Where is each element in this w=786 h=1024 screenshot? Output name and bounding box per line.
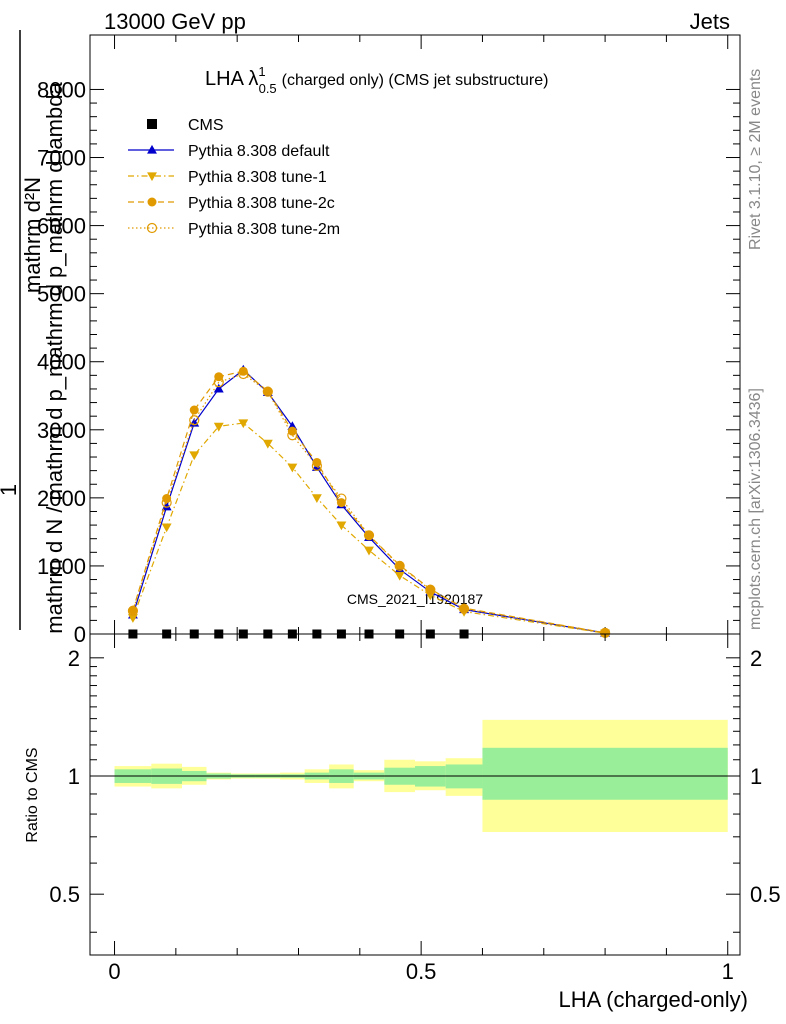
ratio-y-tick-label-right: 0.5 [750, 882, 781, 907]
x-tick-label: 0 [108, 959, 120, 984]
series-pythia-8-308-tune-2m-point [363, 530, 375, 541]
ylabel-denominator: mathrm d N / mathrm d p_mathrm d p_mathr… [42, 82, 67, 634]
main-title-name: LHA λ [205, 68, 258, 90]
series-pythia-8-308-tune-2c-line [132, 370, 606, 634]
series-pythia-8-308-tune-1-point [189, 451, 200, 461]
header-category: Jets [690, 9, 730, 34]
series-pythia-8-308-tune-1-point [336, 521, 347, 531]
series-pythia-8-308-tune-1-point [213, 422, 224, 432]
series-pythia-8-308-tune-2c-point [214, 372, 224, 382]
series-pythia-8-308-tune-1-point [311, 494, 322, 504]
main-y-tick-label: 0 [74, 622, 86, 647]
stat-uncertainty-band [482, 747, 728, 800]
ratio-plot-frame [89, 633, 741, 956]
legend-pythia-8-308-default-marker [147, 144, 157, 154]
header-process: 13000 GeV pp [104, 9, 246, 34]
series-pythia-8-308-tune-2m-point [287, 430, 298, 441]
series-pythia-8-308-tune-2m-point [161, 497, 172, 508]
x-tick-label: 0.5 [406, 959, 437, 984]
x-tick-label: 1 [722, 959, 734, 984]
main-y-tick-label: 8000 [37, 77, 86, 102]
series-pythia-8-308-tune-2m-point [394, 560, 405, 572]
series-pythia-8-308-tune-1-point [287, 463, 298, 473]
mcplots-note: mcplots.cern.ch [arXiv:1306.3436] [747, 388, 764, 630]
main-y-tick-label: 1000 [37, 554, 86, 579]
x-axis-label: LHA (charged-only) [558, 987, 748, 1012]
series-pythia-8-308-tune-2c-point [189, 405, 199, 415]
series-pythia-8-308-tune-2c-point [459, 603, 469, 613]
ylabel-numerator: mathrm d²N [20, 177, 45, 293]
series-pythia-8-308-tune-2m-point [262, 386, 273, 397]
main-y-tick-label: 4000 [37, 350, 86, 375]
main-y-tick-label: 6000 [37, 214, 86, 239]
legend-pythia-8-308-tune-2m-marker [146, 222, 158, 234]
analysis-watermark: CMS_2021_I1920187 [347, 591, 483, 607]
ratio-y-tick-label: 1 [68, 764, 80, 789]
ratio-ylabel: Ratio to CMS [24, 747, 41, 842]
main-title: LHA λ1 0.5 (charged only) (CMS jet substru… [205, 64, 548, 96]
legend-cms-marker [147, 119, 157, 129]
main-y-tick-label: 7000 [37, 146, 86, 171]
series-pythia-8-308-tune-2c-point [238, 366, 248, 376]
series-pythia-8-308-tune-2m-point [425, 584, 436, 595]
legend: CMS Pythia 8.308 default Pythia 8.308 tune… [128, 117, 340, 238]
series-pythia-8-308-tune-1-point [238, 419, 249, 429]
ratio-y-tick-label-right: 2 [750, 646, 762, 671]
legend-pythia-8-308-tune-2c-marker [147, 197, 157, 207]
main-x-axis-ticks [114, 35, 729, 634]
series-layer [127, 364, 611, 639]
series-pythia-8-308-tune-1-point [364, 546, 374, 556]
series-pythia-8-308-tune-2m-point [189, 415, 200, 426]
svg-text:LHA λ10.5(charged only) (CMS j: LHA λ1 0.5 (charged only) (CMS jet substru… [205, 64, 548, 96]
main-title-superscript: 1 [258, 64, 265, 79]
series-pythia-8-308-tune-2c-point [425, 584, 435, 594]
series-pythia-8-308-tune-1-point [262, 439, 273, 449]
ratio-y-tick-label-right: 1 [750, 764, 762, 789]
series-pythia-8-308-tune-1-point [127, 614, 138, 623]
series-pythia-8-308-tune-2m-line [132, 373, 606, 634]
ylabel-one: 1 [0, 484, 21, 496]
main-y-tick-label: 3000 [37, 418, 86, 443]
legend-pythia-8-308-default-label: Pythia 8.308 default [188, 143, 330, 160]
main-title-subscript: 0.5 [259, 81, 277, 96]
series-pythia-8-308-tune-2m-point [458, 603, 470, 614]
main-y-tick-label: 5000 [37, 282, 86, 307]
legend-pythia-8-308-tune-2c-label: Pythia 8.308 tune-2c [188, 195, 335, 212]
legend-cms-label: CMS [188, 117, 224, 134]
rivet-note: Rivet 3.1.10, ≥ 2M events [747, 69, 764, 250]
legend-pythia-8-308-tune-2m-label: Pythia 8.308 tune-2m [188, 221, 340, 238]
legend-pythia-8-308-tune-1-marker [147, 172, 157, 182]
ratio-y-tick-label: 2 [68, 646, 80, 671]
series-pythia-8-308-default-point [213, 383, 224, 393]
main-ylabel: mathrm d²N mathrm d N / mathrm d p_mathr… [0, 30, 67, 634]
ratio-y-axis: 0.5 0.5 1 1 2 2 [49, 646, 781, 933]
series-pythia-8-308-tune-1-point [394, 571, 405, 581]
series-pythia-8-308-tune-2m-point [213, 377, 224, 388]
series-pythia-8-308-tune-2m-point [311, 460, 322, 471]
series-pythia-8-308-tune-1-line [132, 422, 606, 634]
main-y-axis: 0 1000 2000 3000 4000 5000 6000 7000 8000 [37, 77, 740, 647]
series-pythia-8-308-tune-2c-point [312, 457, 322, 467]
main-y-tick-label: 2000 [37, 486, 86, 511]
ratio-x-axis: 0 0.5 1 [108, 634, 734, 984]
ratio-y-tick-label: 0.5 [49, 882, 80, 907]
series-pythia-8-308-tune-2c-point [600, 628, 610, 638]
legend-pythia-8-308-tune-1-label: Pythia 8.308 tune-1 [188, 169, 327, 186]
series-pythia-8-308-default-point [161, 501, 172, 511]
series-pythia-8-308-tune-2m-point [238, 368, 249, 380]
series-pythia-8-308-tune-2m-point [336, 493, 347, 504]
series-pythia-8-308-tune-1-point [161, 523, 172, 533]
series-pythia-8-308-tune-2m-point [127, 605, 139, 616]
main-title-rest: (charged only) (CMS jet substructure) [282, 72, 549, 89]
